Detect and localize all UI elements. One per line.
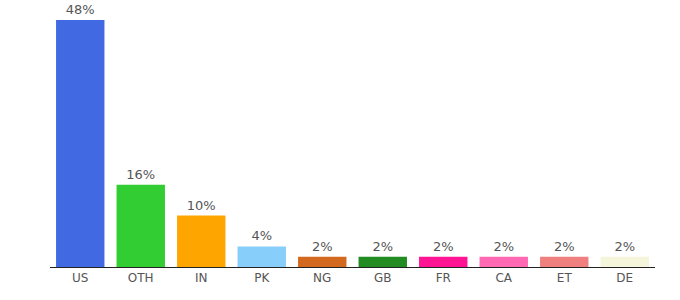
svg-text:OTH: OTH	[128, 271, 154, 285]
svg-text:2%: 2%	[493, 239, 514, 254]
svg-text:DE: DE	[616, 271, 633, 285]
svg-text:PK: PK	[254, 271, 270, 285]
svg-text:2%: 2%	[372, 239, 393, 254]
svg-text:2%: 2%	[433, 239, 454, 254]
svg-text:2%: 2%	[614, 239, 635, 254]
svg-text:FR: FR	[436, 271, 451, 285]
svg-text:US: US	[72, 271, 88, 285]
svg-text:16%: 16%	[126, 167, 155, 182]
svg-text:IN: IN	[195, 271, 208, 285]
svg-text:2%: 2%	[312, 239, 333, 254]
svg-text:GB: GB	[374, 271, 392, 285]
svg-text:48%: 48%	[66, 2, 95, 17]
svg-text:NG: NG	[313, 271, 331, 285]
svg-text:4%: 4%	[251, 228, 272, 243]
svg-text:2%: 2%	[554, 239, 575, 254]
svg-text:CA: CA	[495, 271, 512, 285]
svg-text:ET: ET	[557, 271, 573, 285]
svg-text:10%: 10%	[187, 198, 216, 213]
